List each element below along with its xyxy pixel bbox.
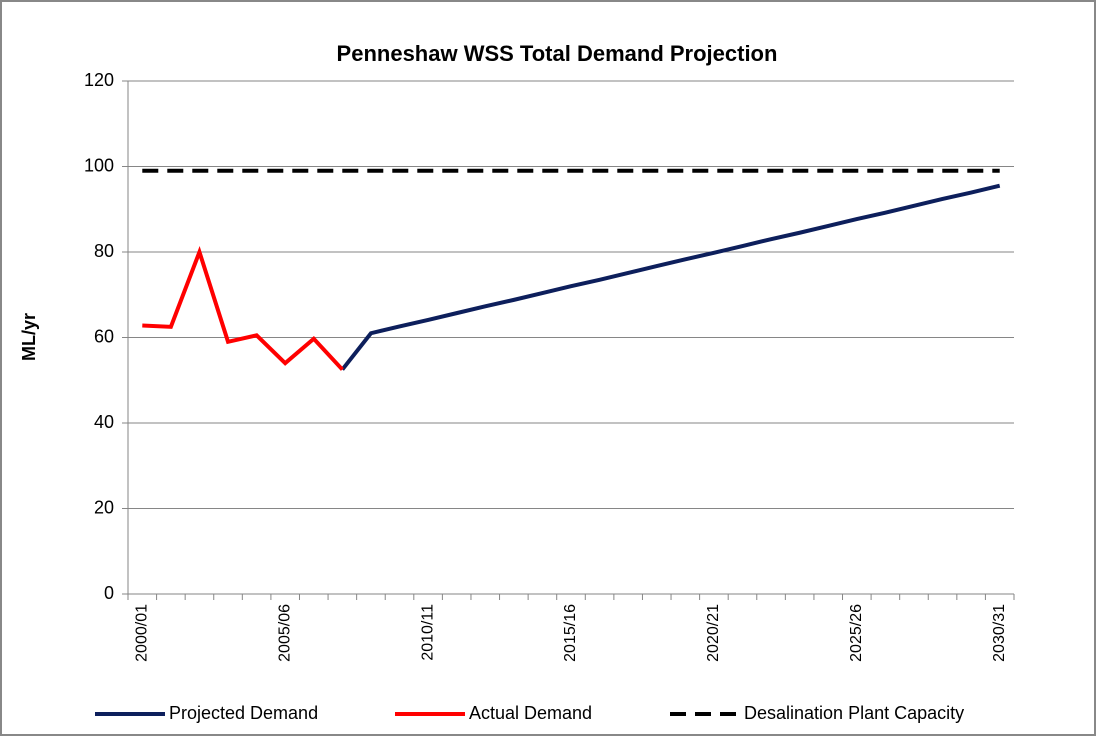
- series-line: [340, 183, 1001, 371]
- y-tick-label: 120: [84, 70, 114, 90]
- x-tick-label: 2015/16: [562, 604, 579, 662]
- y-tick-label: 20: [94, 497, 114, 517]
- chart-title: Penneshaw WSS Total Demand Projection: [337, 41, 778, 66]
- x-tick-label: 2020/21: [705, 604, 722, 662]
- y-tick-label: 0: [104, 583, 114, 603]
- y-tick-label: 100: [84, 155, 114, 175]
- y-tick-label: 80: [94, 241, 114, 261]
- x-tick-label: 2005/06: [276, 604, 293, 662]
- legend-label: Projected Demand: [169, 703, 318, 723]
- series-line: [142, 245, 344, 371]
- x-tick-label: 2000/01: [134, 604, 151, 662]
- legend-label: Desalination Plant Capacity: [744, 703, 964, 723]
- x-tick-label: 2025/26: [848, 604, 865, 662]
- x-tick-label: 2010/11: [419, 604, 436, 661]
- y-tick-label: 60: [94, 326, 114, 346]
- legend-label: Actual Demand: [469, 703, 592, 723]
- x-tick-label: 2030/31: [991, 604, 1008, 662]
- y-tick-label: 40: [94, 412, 114, 432]
- y-axis-label: ML/yr: [19, 313, 39, 361]
